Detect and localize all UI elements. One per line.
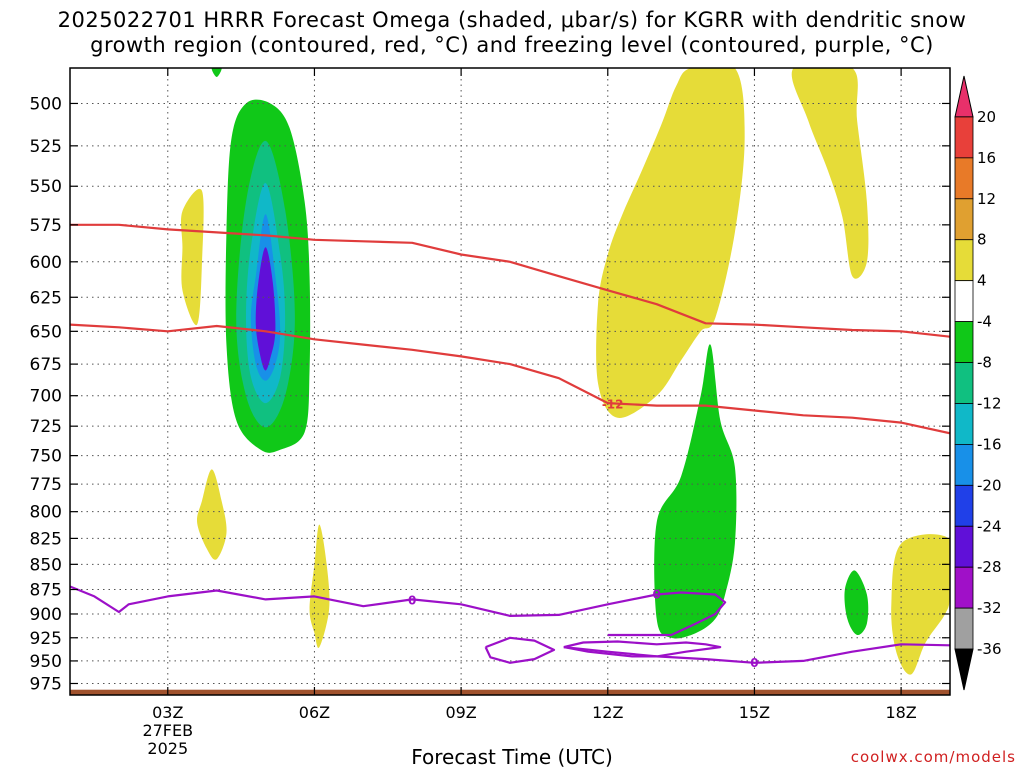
ytick-label-700: 700 bbox=[30, 387, 62, 407]
yellow-sinking-motion-4 bbox=[596, 68, 745, 418]
freezing-level-closed-contour bbox=[484, 636, 556, 664]
terrain-fill bbox=[70, 689, 950, 695]
yellow-sinking-motion-2 bbox=[196, 469, 227, 560]
colorbar-label-3: 8 bbox=[977, 231, 987, 249]
colorbar-label-7: -12 bbox=[977, 394, 1002, 412]
ytick-label-550: 550 bbox=[30, 177, 62, 197]
colorbar-bin-7 bbox=[954, 362, 974, 404]
ytick-label-525: 525 bbox=[30, 137, 62, 157]
xtick-label-03Z: 03Z bbox=[152, 703, 183, 722]
colorbar-bin-2 bbox=[954, 157, 974, 200]
ytick-label-800: 800 bbox=[30, 503, 62, 523]
ytick-label-850: 850 bbox=[30, 555, 62, 575]
xtick-label-18Z: 18Z bbox=[885, 703, 916, 722]
contour-label-1: 0 bbox=[408, 593, 416, 607]
colorbar-label-13: -36 bbox=[977, 640, 1002, 658]
purple-upward-motion-1 bbox=[255, 247, 276, 371]
yellow-sinking-motion-1 bbox=[180, 188, 204, 326]
ytick-label-650: 650 bbox=[30, 322, 62, 342]
colorbar-bin-10 bbox=[954, 484, 974, 527]
dgz-lower-contour bbox=[70, 323, 950, 435]
colorbar-bin-9 bbox=[954, 443, 974, 486]
colorbar-bin-11 bbox=[954, 525, 974, 568]
colorbar-bin-5 bbox=[954, 280, 974, 322]
ytick-label-975: 975 bbox=[30, 674, 62, 694]
xtick-label-06Z: 06Z bbox=[299, 703, 330, 722]
xtick-sublabel-date: 27FEB bbox=[142, 721, 193, 740]
colorbar-bin-3 bbox=[954, 198, 974, 241]
green-upward-motion-4 bbox=[211, 68, 222, 78]
ytick-label-875: 875 bbox=[30, 581, 62, 601]
ytick-label-625: 625 bbox=[30, 288, 62, 308]
contour-label-2: 0 bbox=[652, 587, 660, 601]
ytick-label-750: 750 bbox=[30, 447, 62, 467]
ytick-label-825: 825 bbox=[30, 529, 62, 549]
plot-inner: -12 0 0 0 bbox=[70, 68, 950, 695]
dgz-upper-contour bbox=[70, 223, 950, 338]
ytick-label-900: 900 bbox=[30, 605, 62, 625]
ytick-label-775: 775 bbox=[30, 475, 62, 495]
ytick-label-725: 725 bbox=[30, 417, 62, 437]
plot-area: -12 0 0 0 bbox=[70, 68, 950, 695]
colorbar-label-10: -24 bbox=[977, 517, 1002, 535]
colorbar-bin-6 bbox=[954, 321, 974, 363]
contour-label-0: -12 bbox=[602, 397, 624, 411]
ytick-label-500: 500 bbox=[30, 94, 62, 114]
colorbar-label-11: -28 bbox=[977, 558, 1002, 576]
freezing-level-contour bbox=[70, 585, 727, 637]
colorbar: 20 16 12 8 4 -4 -8 -12 -16 -20 -24 -28 -32 -36 bbox=[954, 75, 1002, 691]
yellow-sinking-motion-5 bbox=[791, 68, 869, 279]
colorbar-top-arrow bbox=[954, 75, 974, 118]
axes: 500 525 550 575 600 625 650 675 700 725 750 775 800 8… bbox=[30, 67, 951, 758]
ytick-label-575: 575 bbox=[30, 216, 62, 236]
colorbar-bin-1 bbox=[954, 116, 974, 159]
source-credit[interactable]: coolwx.com/models bbox=[850, 748, 1016, 766]
x-axis-label: Forecast Time (UTC) bbox=[411, 745, 613, 769]
freezing-level-lower-contour bbox=[563, 640, 722, 658]
colorbar-label-9: -20 bbox=[977, 476, 1002, 494]
xtick-sublabel-year: 2025 bbox=[147, 739, 188, 758]
colorbar-label-1: 16 bbox=[977, 149, 996, 167]
freezing-level-surface-contour bbox=[563, 643, 950, 664]
colorbar-label-2: 12 bbox=[977, 190, 996, 208]
colorbar-label-12: -32 bbox=[977, 599, 1002, 617]
colorbar-label-4: 4 bbox=[977, 272, 987, 290]
chart-title-line-1: 2025022701 HRRR Forecast Omega (shaded, … bbox=[57, 8, 967, 32]
ytick-label-925: 925 bbox=[30, 629, 62, 649]
yellow-sinking-motion-6 bbox=[891, 534, 950, 675]
colorbar-label-0: 20 bbox=[977, 108, 996, 126]
green-upward-motion-3 bbox=[844, 570, 869, 636]
colorbar-label-6: -8 bbox=[977, 354, 992, 372]
colorbar-label-8: -16 bbox=[977, 435, 1002, 453]
ytick-label-600: 600 bbox=[30, 253, 62, 273]
xtick-label-15Z: 15Z bbox=[739, 703, 770, 722]
colorbar-bin-12 bbox=[954, 566, 974, 609]
xtick-label-12Z: 12Z bbox=[592, 703, 623, 722]
colorbar-bin-8 bbox=[954, 403, 974, 445]
chart-title-line-2: growth region (contoured, red, °C) and f… bbox=[90, 33, 934, 57]
colorbar-label-5: -4 bbox=[977, 313, 992, 331]
plot-frame bbox=[69, 67, 951, 696]
ytick-label-950: 950 bbox=[30, 652, 62, 672]
colorbar-bin-13 bbox=[954, 607, 974, 650]
colorbar-bottom-arrow bbox=[954, 648, 974, 691]
yellow-sinking-motion-3 bbox=[309, 524, 330, 648]
ytick-label-675: 675 bbox=[30, 355, 62, 375]
green-upward-motion-2 bbox=[654, 344, 737, 639]
contour-label-3: 0 bbox=[750, 656, 758, 670]
xtick-label-09Z: 09Z bbox=[445, 703, 476, 722]
colorbar-bin-4 bbox=[954, 239, 974, 282]
